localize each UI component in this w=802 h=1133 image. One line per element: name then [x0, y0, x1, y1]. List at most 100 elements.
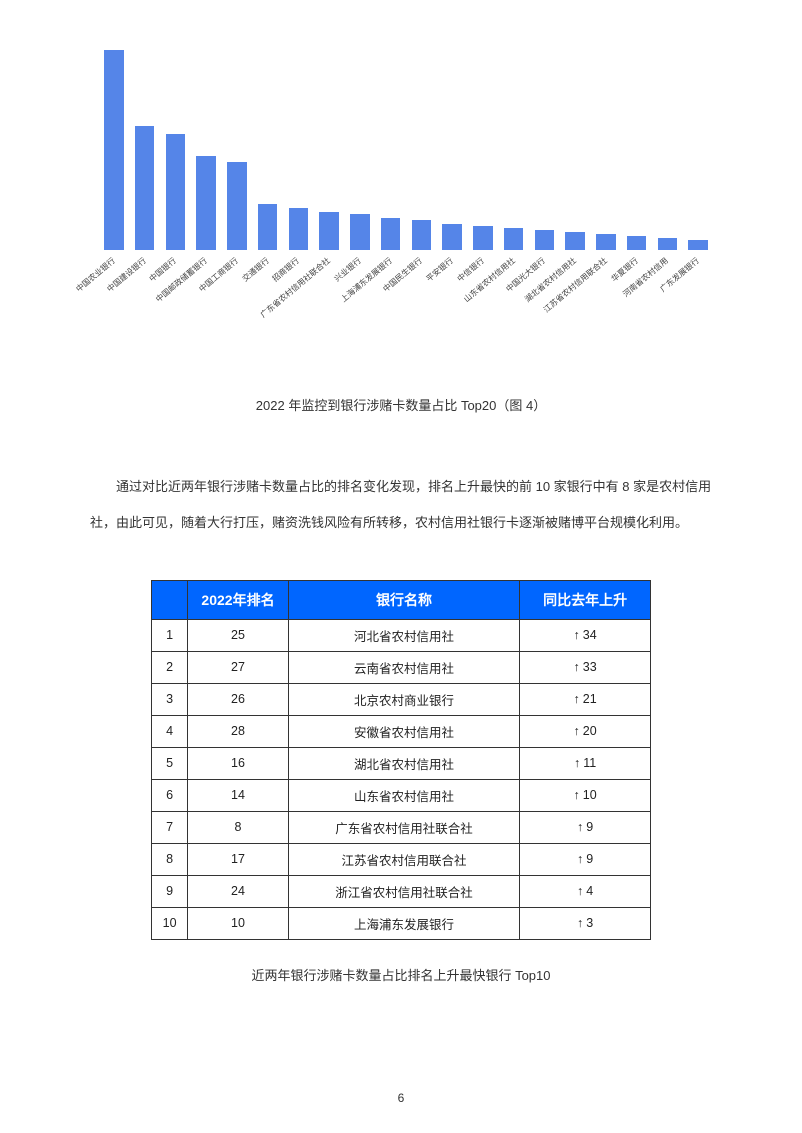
- cell-index: 6: [152, 779, 188, 811]
- cell-index: 9: [152, 875, 188, 907]
- table-header-row: 2022年排名 银行名称 同比去年上升: [152, 580, 651, 619]
- bar: [627, 236, 646, 250]
- cell-index: 10: [152, 907, 188, 939]
- chart-caption: 2022 年监控到银行涉赌卡数量占比 Top20（图 4）: [90, 395, 712, 414]
- bar-wrapper: 中国银行: [162, 50, 190, 250]
- cell-rank: 27: [188, 651, 289, 683]
- table-row: 817江苏省农村信用联合社9: [152, 843, 651, 875]
- chart-bars-area: 中国农业银行中国建设银行中国银行中国邮政储蓄银行中国工商银行交通银行招商银行广东…: [90, 50, 712, 250]
- bar-wrapper: 华夏银行: [623, 50, 651, 250]
- table-row: 1010上海浦东发展银行3: [152, 907, 651, 939]
- bar: [350, 214, 369, 250]
- bar-label: 交通银行: [240, 255, 272, 284]
- table-caption: 近两年银行涉赌卡数量占比排名上升最快银行 Top10: [90, 965, 712, 984]
- bar: [319, 212, 338, 250]
- cell-rank: 8: [188, 811, 289, 843]
- bar-wrapper: 招商银行: [285, 50, 313, 250]
- cell-rise: 20: [520, 715, 651, 747]
- bar-wrapper: 山东省农村信用社: [500, 50, 528, 250]
- bar-wrapper: 上海浦东发展银行: [377, 50, 405, 250]
- bar: [596, 234, 615, 250]
- cell-rise: 10: [520, 779, 651, 811]
- ranking-table: 2022年排名 银行名称 同比去年上升 125河北省农村信用社34227云南省农…: [151, 580, 651, 940]
- cell-index: 1: [152, 619, 188, 651]
- table-row: 614山东省农村信用社10: [152, 779, 651, 811]
- bar-wrapper: 广东省农村信用社联合社: [315, 50, 343, 250]
- bar-wrapper: 广东发展银行: [684, 50, 712, 250]
- cell-rise: 21: [520, 683, 651, 715]
- cell-index: 4: [152, 715, 188, 747]
- bar: [504, 228, 523, 250]
- cell-rank: 26: [188, 683, 289, 715]
- cell-bank-name: 河北省农村信用社: [288, 619, 519, 651]
- bar: [412, 220, 431, 250]
- bar-wrapper: 湖北省农村信用社: [561, 50, 589, 250]
- bar: [473, 226, 492, 250]
- bar: [565, 232, 584, 250]
- bar: [258, 204, 277, 250]
- bar-wrapper: 中国光大银行: [531, 50, 559, 250]
- bar-wrapper: 中国民生银行: [408, 50, 436, 250]
- bar-wrapper: 中信银行: [469, 50, 497, 250]
- cell-rise: 11: [520, 747, 651, 779]
- bar-wrapper: 兴业银行: [346, 50, 374, 250]
- bar: [381, 218, 400, 250]
- bar-chart: 中国农业银行中国建设银行中国银行中国邮政储蓄银行中国工商银行交通银行招商银行广东…: [90, 50, 712, 320]
- bar: [535, 230, 554, 250]
- table-row: 428安徽省农村信用社20: [152, 715, 651, 747]
- bar: [658, 238, 677, 250]
- bar-label: 平安银行: [424, 255, 456, 284]
- table-header-rank: 2022年排名: [188, 580, 289, 619]
- bar-wrapper: 平安银行: [438, 50, 466, 250]
- cell-index: 3: [152, 683, 188, 715]
- cell-rise: 9: [520, 843, 651, 875]
- cell-bank-name: 云南省农村信用社: [288, 651, 519, 683]
- cell-index: 5: [152, 747, 188, 779]
- cell-rise: 3: [520, 907, 651, 939]
- cell-index: 7: [152, 811, 188, 843]
- table-header-index: [152, 580, 188, 619]
- bar-wrapper: 中国建设银行: [131, 50, 159, 250]
- table-header-name: 银行名称: [288, 580, 519, 619]
- bar: [196, 156, 215, 250]
- cell-rise: 4: [520, 875, 651, 907]
- cell-rise: 34: [520, 619, 651, 651]
- cell-bank-name: 上海浦东发展银行: [288, 907, 519, 939]
- cell-bank-name: 山东省农村信用社: [288, 779, 519, 811]
- table-row: 78广东省农村信用社联合社9: [152, 811, 651, 843]
- bar: [688, 240, 707, 250]
- bar-wrapper: 河南省农村信用: [654, 50, 682, 250]
- cell-bank-name: 广东省农村信用社联合社: [288, 811, 519, 843]
- bar: [227, 162, 246, 250]
- table-row: 924浙江省农村信用社联合社4: [152, 875, 651, 907]
- table-row: 227云南省农村信用社33: [152, 651, 651, 683]
- cell-rank: 16: [188, 747, 289, 779]
- cell-rank: 17: [188, 843, 289, 875]
- cell-bank-name: 北京农村商业银行: [288, 683, 519, 715]
- cell-rank: 28: [188, 715, 289, 747]
- page-number: 6: [0, 1091, 802, 1105]
- bar-wrapper: 中国农业银行: [100, 50, 128, 250]
- cell-rank: 10: [188, 907, 289, 939]
- bar-wrapper: 中国邮政储蓄银行: [192, 50, 220, 250]
- bar-wrapper: 中国工商银行: [223, 50, 251, 250]
- cell-bank-name: 安徽省农村信用社: [288, 715, 519, 747]
- bar: [166, 134, 185, 250]
- table-row: 516湖北省农村信用社11: [152, 747, 651, 779]
- cell-rank: 14: [188, 779, 289, 811]
- cell-rise: 33: [520, 651, 651, 683]
- cell-index: 8: [152, 843, 188, 875]
- cell-rank: 24: [188, 875, 289, 907]
- cell-bank-name: 江苏省农村信用联合社: [288, 843, 519, 875]
- bar: [289, 208, 308, 250]
- table-header-up: 同比去年上升: [520, 580, 651, 619]
- bar: [442, 224, 461, 250]
- table-row: 125河北省农村信用社34: [152, 619, 651, 651]
- body-paragraph: 通过对比近两年银行涉赌卡数量占比的排名变化发现，排名上升最快的前 10 家银行中…: [90, 469, 712, 542]
- cell-bank-name: 湖北省农村信用社: [288, 747, 519, 779]
- bar-wrapper: 交通银行: [254, 50, 282, 250]
- bar-wrapper: 江苏省农村信用联合社: [592, 50, 620, 250]
- table-row: 326北京农村商业银行21: [152, 683, 651, 715]
- cell-rank: 25: [188, 619, 289, 651]
- bar: [135, 126, 154, 250]
